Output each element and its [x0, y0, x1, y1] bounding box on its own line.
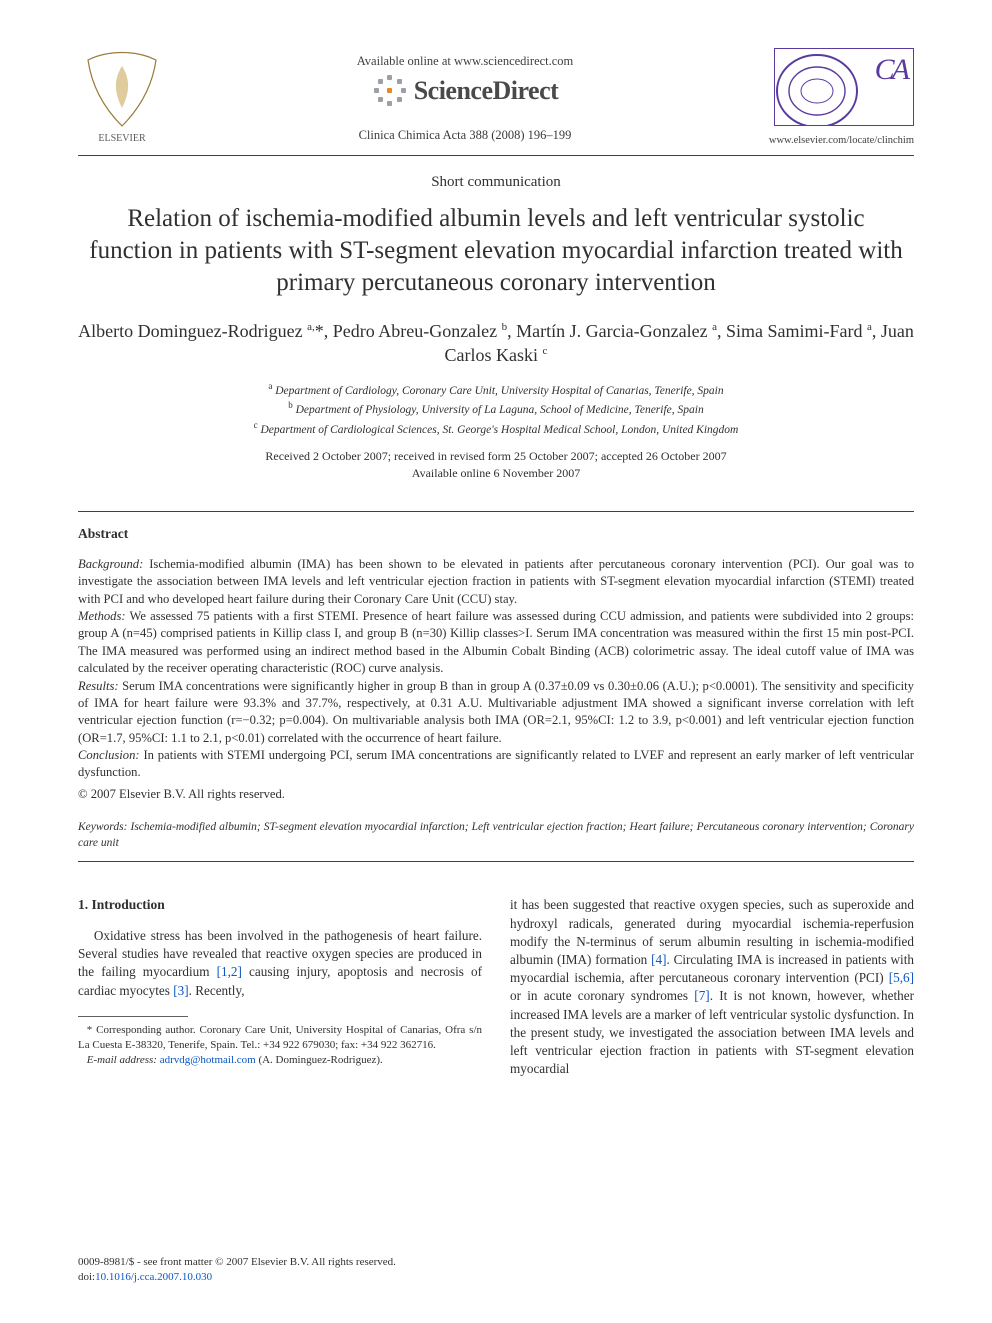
affiliations: a Department of Cardiology, Coronary Car… [78, 380, 914, 439]
page-header: ELSEVIER Available online at www.science… [78, 48, 914, 149]
article-dates: Received 2 October 2007; received in rev… [78, 448, 914, 483]
cca-journal-logo: CA [774, 48, 914, 126]
affiliation-a: Department of Cardiology, Coronary Care … [275, 384, 723, 396]
abstract-copyright: © 2007 Elsevier B.V. All rights reserved… [78, 786, 914, 803]
doi-label: doi: [78, 1271, 95, 1283]
corresponding-author-footnote: * Corresponding author. Coronary Care Un… [78, 1023, 482, 1053]
page-footer: 0009-8981/$ - see front matter © 2007 El… [78, 1255, 914, 1285]
email-link[interactable]: adrvdg@hotmail.com [160, 1054, 256, 1066]
email-label: E-mail address: [87, 1054, 157, 1066]
sciencedirect-logo: ScienceDirect [372, 73, 559, 109]
abstract-conclusion-label: Conclusion: [78, 748, 140, 762]
affiliation-b: Department of Physiology, University of … [296, 404, 704, 416]
introduction-heading: 1. Introduction [78, 896, 482, 915]
abstract-background-label: Background: [78, 557, 143, 571]
citation-4[interactable]: [4] [651, 952, 666, 967]
citation-7[interactable]: [7] [694, 988, 709, 1003]
intro-paragraph-right: it has been suggested that reactive oxyg… [510, 896, 914, 1078]
column-right: it has been suggested that reactive oxyg… [510, 896, 914, 1078]
citation-5-6[interactable]: [5,6] [889, 970, 914, 985]
keywords-text: Ischemia-modified albumin; ST-segment el… [78, 821, 914, 849]
front-matter-line: 0009-8981/$ - see front matter © 2007 El… [78, 1255, 914, 1270]
journal-logo-block: CA www.elsevier.com/locate/clinchim [764, 48, 914, 146]
journal-reference: Clinica Chimica Acta 388 (2008) 196–199 [166, 128, 764, 143]
abstract-conclusion: In patients with STEMI undergoing PCI, s… [78, 748, 914, 779]
intro-r-text-c: or in acute coronary syndromes [510, 988, 694, 1003]
citation-3[interactable]: [3] [173, 983, 188, 998]
keywords: Keywords: Ischemia-modified albumin; ST-… [78, 819, 914, 851]
doi-link[interactable]: 10.1016/j.cca.2007.10.030 [95, 1271, 212, 1283]
body-columns: 1. Introduction Oxidative stress has bee… [78, 896, 914, 1078]
article-title: Relation of ischemia-modified albumin le… [86, 203, 906, 299]
abstract-methods: We assessed 75 patients with a first STE… [78, 609, 914, 675]
sciencedirect-burst-icon [372, 73, 408, 109]
email-attr: (A. Dominguez-Rodriguez). [256, 1054, 383, 1066]
abstract-top-rule [78, 511, 914, 512]
locate-url: www.elsevier.com/locate/clinchim [764, 135, 914, 146]
header-center: Available online at www.sciencedirect.co… [166, 48, 764, 143]
article-type: Short communication [78, 174, 914, 191]
citation-1-2[interactable]: [1,2] [217, 964, 242, 979]
footnote-separator [78, 1016, 188, 1017]
header-rule [78, 155, 914, 156]
abstract-body: Background: Ischemia-modified albumin (I… [78, 556, 914, 803]
received-date: Received 2 October 2007; received in rev… [78, 448, 914, 465]
abstract-results-label: Results: [78, 679, 119, 693]
column-left: 1. Introduction Oxidative stress has bee… [78, 896, 482, 1078]
abstract-bottom-rule [78, 861, 914, 862]
abstract-background: Ischemia-modified albumin (IMA) has been… [78, 557, 914, 606]
abstract-results: Serum IMA concentrations were significan… [78, 679, 914, 745]
keywords-label: Keywords: [78, 821, 127, 833]
affiliation-c: Department of Cardiological Sciences, St… [261, 423, 739, 435]
available-online-text: Available online at www.sciencedirect.co… [166, 54, 764, 69]
sciencedirect-wordmark: ScienceDirect [414, 76, 559, 106]
svg-text:ELSEVIER: ELSEVIER [98, 133, 146, 144]
intro-paragraph-left: Oxidative stress has been involved in th… [78, 927, 482, 1000]
elsevier-logo: ELSEVIER [78, 48, 166, 149]
online-date: Available online 6 November 2007 [78, 465, 914, 482]
footnote-corr-text: * Corresponding author. Coronary Care Un… [78, 1024, 482, 1051]
abstract-heading: Abstract [78, 526, 914, 542]
intro-text-c: . Recently, [189, 983, 245, 998]
abstract-methods-label: Methods: [78, 609, 126, 623]
email-footnote: E-mail address: adrvdg@hotmail.com (A. D… [78, 1053, 482, 1068]
author-list: Alberto Dominguez-Rodriguez a,*, Pedro A… [78, 319, 914, 368]
